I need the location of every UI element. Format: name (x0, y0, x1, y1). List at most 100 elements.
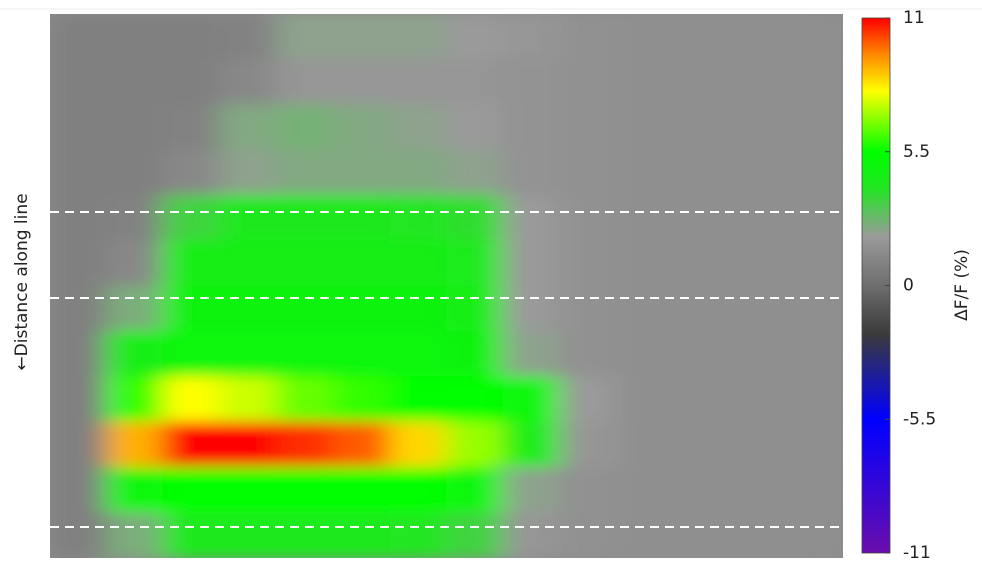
heatmap-cell (276, 104, 334, 151)
heatmap-cell (729, 512, 787, 558)
heatmap-cell (106, 376, 164, 423)
heatmap-cell (502, 421, 561, 468)
heatmap-cell (615, 14, 674, 60)
heatmap-cell (729, 421, 787, 468)
heatmap-cell (162, 376, 221, 423)
heatmap-cell (446, 466, 504, 514)
heatmap-cell (502, 466, 561, 514)
heatmap-cell (389, 466, 447, 514)
heatmap-cell (559, 285, 617, 332)
heatmap-cell (389, 149, 447, 196)
colorbar-tick-label: -11 (903, 543, 931, 563)
heatmap-cell (219, 512, 278, 558)
heatmap-cell (559, 512, 617, 558)
heatmap-cell (219, 285, 278, 332)
heatmap-cell (162, 58, 221, 106)
heatmap-cell (162, 104, 221, 151)
heatmap-cell (785, 466, 843, 514)
heatmap-cell (332, 285, 391, 332)
heatmap-cell (729, 104, 787, 151)
heatmap-cell (50, 376, 108, 423)
heatmap-cell (389, 240, 447, 287)
heatmap-cell (276, 58, 334, 106)
heatmap-cell (672, 194, 731, 242)
heatmap-cell (332, 149, 391, 196)
heatmap-cell (559, 376, 617, 423)
heatmap-cell (162, 149, 221, 196)
heatmap-cell (162, 285, 221, 332)
heatmap-cell (615, 285, 674, 332)
heatmap-cell (446, 285, 504, 332)
heatmap-cell (446, 512, 504, 558)
heatmap-cell (785, 376, 843, 423)
heatmap-cell (615, 58, 674, 106)
heatmap-cell (332, 330, 391, 378)
heatmap-cell (106, 512, 164, 558)
heatmap-cell (446, 376, 504, 423)
heatmap-cell (785, 240, 843, 287)
heatmap-cell (332, 421, 391, 468)
heatmap-cell (729, 194, 787, 242)
heatmap-cell (672, 421, 731, 468)
heatmap-cell (389, 330, 447, 378)
heatmap-cell (50, 14, 108, 60)
heatmap-cell (729, 58, 787, 106)
heatmap-cell (672, 376, 731, 423)
heatmap-cell (50, 104, 108, 151)
dashed-lines (50, 211, 843, 528)
heatmap-cell (106, 240, 164, 287)
heatmap-cell (219, 376, 278, 423)
heatmap-cell (672, 14, 731, 60)
heatmap-cell (559, 466, 617, 514)
heatmap-cell (559, 104, 617, 151)
heatmap-cell (446, 330, 504, 378)
heatmap-cell (50, 421, 108, 468)
heatmap-cell (502, 14, 561, 60)
heatmap-cell (50, 285, 108, 332)
heatmap-cell (785, 285, 843, 332)
heatmap-cell (389, 512, 447, 558)
heatmap-cell (276, 330, 334, 378)
heatmap-cell (672, 330, 731, 378)
colorbar-tick-label: 5.5 (903, 142, 930, 162)
heatmap-cell (276, 194, 334, 242)
heatmap-cell (106, 58, 164, 106)
heatmap-cell (219, 421, 278, 468)
heatmap-cell (729, 376, 787, 423)
heatmap (50, 14, 843, 558)
heatmap-cell (332, 194, 391, 242)
heatmap-cell (446, 240, 504, 287)
heatmap-cell (106, 149, 164, 196)
heatmap-cell (332, 240, 391, 287)
colorbar-tick-label: 0 (903, 276, 914, 296)
heatmap-cell (615, 466, 674, 514)
heatmap-cell (106, 14, 164, 60)
y-axis-label: ←Distance along line (12, 193, 32, 370)
heatmap-cell (615, 330, 674, 378)
heatmap-cell (559, 149, 617, 196)
heatmap-cell (446, 149, 504, 196)
heatmap-cell (106, 104, 164, 151)
heatmap-cell (446, 194, 504, 242)
heatmap-cell (219, 194, 278, 242)
heatmap-cell (559, 58, 617, 106)
heatmap-cell (389, 104, 447, 151)
heatmap-cell (559, 330, 617, 378)
heatmap-cell (672, 512, 731, 558)
heatmap-cell (219, 58, 278, 106)
heatmap-cell (502, 149, 561, 196)
heatmap-cell (502, 512, 561, 558)
heatmap-cell (276, 376, 334, 423)
heatmap-cell (615, 376, 674, 423)
heatmap-cell (729, 285, 787, 332)
heatmap-cell (729, 240, 787, 287)
heatmap-cell (162, 330, 221, 378)
heatmap-cell (729, 330, 787, 378)
heatmap-cell (615, 104, 674, 151)
heatmap-cell (332, 58, 391, 106)
heatmap-cell (672, 466, 731, 514)
heatmap-cell (219, 104, 278, 151)
heatmap-cell (672, 58, 731, 106)
heatmap-cell (162, 421, 221, 468)
